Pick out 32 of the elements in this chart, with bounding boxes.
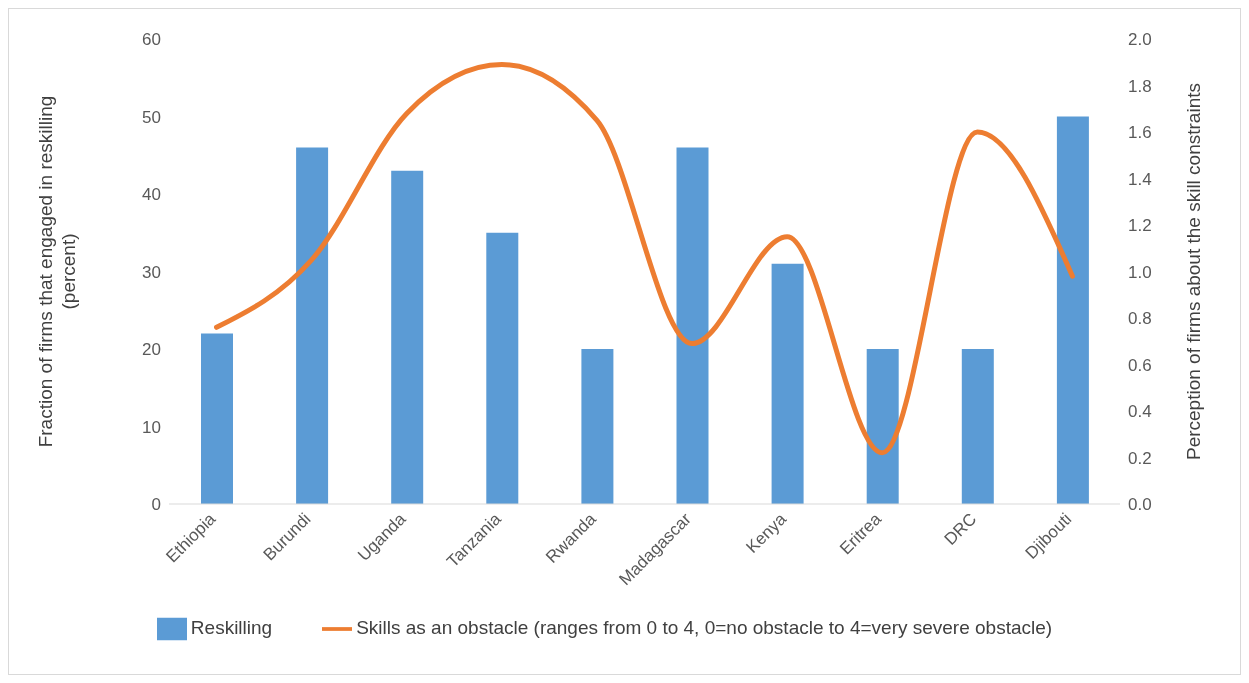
- bar: [771, 263, 804, 504]
- bar: [1056, 116, 1089, 504]
- bar: [961, 349, 994, 504]
- y2-tick-label: 1.8: [1128, 76, 1152, 96]
- y-tick-label: 50: [142, 107, 161, 127]
- bar: [391, 170, 424, 504]
- y2-tick-label: 0.0: [1128, 495, 1152, 515]
- bar: [296, 147, 329, 504]
- bar: [581, 349, 614, 504]
- y-axis-title: Fraction of firms that engaged in reskilling (percent): [35, 95, 79, 448]
- y-tick-label: 10: [142, 417, 161, 437]
- y-tick-label: 0: [151, 495, 161, 515]
- y2-tick-label: 2.0: [1128, 30, 1152, 50]
- legend-label: Reskilling: [190, 617, 273, 639]
- y2-tick-label: 1.0: [1128, 262, 1152, 282]
- bar: [486, 232, 519, 504]
- y-tick-label: 30: [142, 262, 161, 282]
- y-tick-label: 40: [142, 185, 161, 205]
- bar: [866, 349, 899, 504]
- legend-label: Skills as an obstacle (ranges from 0 to 4, 0=no obstacle to 4=very severe obstacle): [356, 617, 1053, 639]
- bar: [201, 333, 233, 504]
- y2-axis-title: Perception of firms about the skill constraints: [1183, 82, 1204, 461]
- y2-tick-label: 0.8: [1128, 309, 1152, 329]
- y2-tick-label: 0.2: [1128, 448, 1152, 468]
- y2-tick-label: 1.6: [1128, 123, 1152, 143]
- y2-tick-label: 0.4: [1128, 402, 1152, 422]
- y2-tick-label: 1.2: [1128, 216, 1152, 236]
- y-tick-label: 20: [142, 340, 161, 360]
- bar: [676, 147, 709, 504]
- y-tick-label: 60: [142, 30, 161, 50]
- y2-tick-label: 1.4: [1128, 169, 1152, 189]
- y2-tick-label: 0.6: [1128, 355, 1152, 375]
